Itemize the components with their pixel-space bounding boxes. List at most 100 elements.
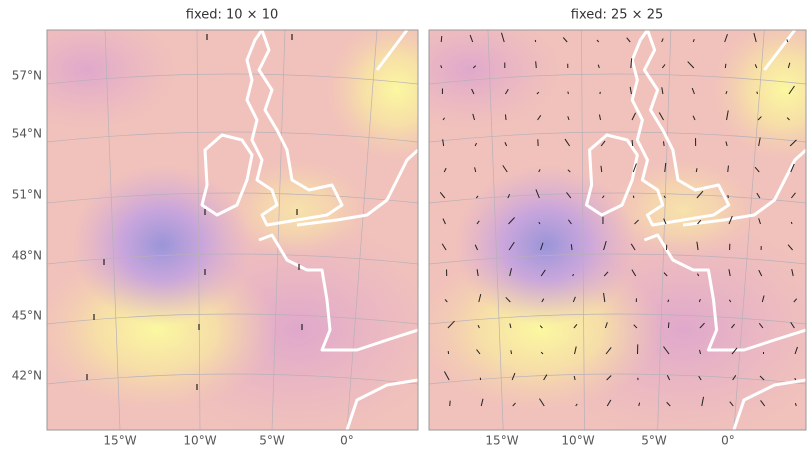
wind-arrow [566, 192, 572, 199]
wind-arrow [731, 347, 738, 355]
wind-arrow [786, 117, 790, 121]
wind-arrow [666, 401, 671, 407]
wind-arrow [567, 219, 572, 225]
wind-arrow [786, 39, 789, 43]
wind-arrow [692, 115, 696, 121]
wind-arrow [789, 139, 797, 147]
wind-arrow [472, 113, 476, 121]
wind-arrow [476, 220, 480, 225]
wind-arrow [794, 377, 797, 381]
wind-arrow [508, 217, 515, 225]
wind-arrow [638, 402, 641, 407]
wind-arrow [629, 86, 632, 95]
wind-arrow [667, 299, 670, 303]
wind-arrow [663, 195, 666, 199]
wind-arrow [562, 37, 568, 43]
x-axis-label: 5°W [259, 434, 285, 448]
wind-arrow [699, 349, 702, 355]
wind-arrow [753, 33, 757, 43]
wind-arrow [630, 243, 636, 251]
x-axis-label: 0° [340, 434, 354, 448]
wind-arrow [439, 192, 446, 199]
y-axis-label: 42°N [12, 369, 42, 383]
x-axis-label: 5°W [641, 434, 667, 448]
wind-arrow [574, 346, 577, 355]
wind-arrow [539, 325, 543, 329]
x-axis-label: 10°W [561, 434, 594, 448]
wind-arrow [632, 195, 635, 199]
wind-arrow [696, 241, 699, 251]
wind-arrow [790, 322, 795, 329]
wind-arrow [567, 116, 570, 121]
wind-arrow [603, 240, 607, 251]
wind-arrow [564, 138, 571, 147]
wind-arrow [535, 61, 537, 69]
wind-arrow [761, 295, 765, 303]
wind-arrow [538, 169, 541, 173]
wind-arrow [541, 298, 545, 303]
wind-arrow [633, 324, 638, 329]
wind-arrow [502, 165, 508, 173]
wind-arrow [630, 58, 633, 69]
wind-arrow [601, 195, 605, 199]
wind-arrow [603, 292, 606, 303]
x-axis-label: 0° [721, 434, 735, 448]
wind-arrow [573, 324, 578, 329]
wind-arrow [543, 374, 548, 381]
wind-arrow [538, 221, 541, 225]
wind-arrow [790, 192, 796, 199]
wind-arrow [604, 322, 608, 329]
wind-arrow [504, 114, 507, 121]
wind-arrow [631, 269, 637, 277]
wind-arrow [727, 165, 729, 173]
wind-arrow [474, 244, 479, 251]
wind-arrow [664, 162, 667, 173]
wind-arrow [729, 401, 734, 407]
wind-arrow [508, 241, 515, 251]
wind-arrow [444, 299, 448, 303]
wind-arrow [536, 91, 540, 95]
wind-arrow [632, 163, 637, 173]
wind-arrow [788, 85, 795, 95]
wind-arrow [537, 115, 542, 121]
wind-arrow [443, 167, 447, 173]
x-axis-label: 15°W [103, 434, 136, 448]
wind-arrow [756, 192, 761, 199]
wind-arrow [512, 402, 516, 407]
axis-labels: 57°N 54°N 51°N 48°N 45°N 42°N 15°W 10°W 5°W 0° 15°… [12, 69, 735, 448]
wind-arrow [509, 323, 512, 329]
wind-arrow [507, 194, 511, 199]
wind-arrow [663, 141, 665, 147]
wind-arrow [600, 140, 606, 147]
wind-arrow [661, 64, 666, 69]
wind-arrow [725, 90, 728, 95]
wind-arrow [666, 375, 671, 381]
wind-arrow [596, 39, 600, 43]
wind-arrow [442, 218, 446, 225]
wind-arrow [663, 346, 670, 355]
wind-arrow [472, 65, 477, 69]
wind-arrow [597, 64, 600, 69]
wind-arrow [754, 166, 760, 173]
wind-arrow [540, 242, 544, 251]
wind-arrow [754, 64, 758, 69]
map-panel [47, 30, 418, 430]
wind-arrow [440, 65, 443, 69]
wind-arrow [758, 218, 761, 225]
wind-arrow [725, 141, 728, 147]
wind-arrow [728, 299, 732, 303]
wind-arrow [600, 165, 603, 173]
y-axis-label: 51°N [12, 188, 42, 202]
wind-arrow [567, 169, 571, 173]
wind-arrow [661, 38, 664, 43]
wind-arrow [698, 375, 702, 381]
wind-arrow [480, 398, 484, 407]
wind-arrow [447, 320, 455, 329]
wind-arrow [726, 110, 729, 121]
wind-arrow [441, 243, 447, 251]
wind-arrow [697, 273, 700, 277]
wind-arrow [724, 63, 727, 69]
wind-arrow [692, 39, 695, 43]
wind-arrow [504, 142, 508, 147]
